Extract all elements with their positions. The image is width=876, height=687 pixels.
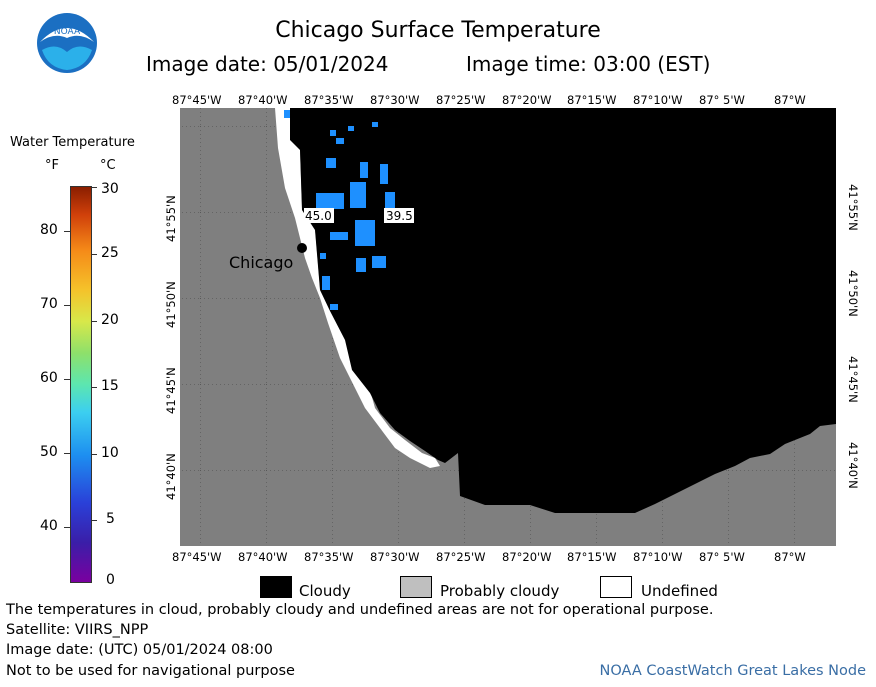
- lon-label-bottom: 87°30'W: [370, 550, 420, 564]
- utc-date-text: Image date: (UTC) 05/01/2024 08:00: [6, 642, 273, 658]
- f-tick: 60: [40, 370, 58, 386]
- temperature-map: [180, 108, 836, 546]
- lon-label-bottom: 87°25'W: [436, 550, 486, 564]
- lon-label-bottom: 87°15'W: [567, 550, 617, 564]
- cloudy-area: [290, 108, 836, 513]
- f-tick: 80: [40, 222, 58, 238]
- c-tickmark: [91, 454, 97, 455]
- lon-label-top: 87°10'W: [633, 93, 683, 107]
- temp-label: 45.0: [305, 209, 332, 223]
- satellite-text: Satellite: VIIRS_NPP: [6, 622, 149, 638]
- lon-label-bottom: 87°W: [774, 550, 806, 564]
- lon-label-top: 87°W: [774, 93, 806, 107]
- lon-label-bottom: 87°20'W: [502, 550, 552, 564]
- key-probably-cloudy-swatch: [400, 576, 432, 598]
- lon-label-bottom: 87° 5'W: [699, 550, 745, 564]
- page-title: Chicago Surface Temperature: [275, 18, 601, 43]
- f-tick: 40: [40, 518, 58, 534]
- lon-label-bottom: 87°45'W: [172, 550, 222, 564]
- noaa-logo-icon: NOAA: [36, 12, 98, 74]
- temp-box: [304, 208, 334, 223]
- f-tickmark: [64, 231, 70, 232]
- c-tick: 5: [106, 511, 115, 527]
- unit-fahrenheit: °F: [45, 158, 59, 173]
- c-tickmark: [91, 387, 97, 388]
- f-tickmark: [64, 305, 70, 306]
- c-tick: 30: [101, 181, 119, 197]
- logo-text: NOAA: [54, 27, 81, 37]
- temp-label: 39.5: [386, 209, 413, 223]
- c-tick: 0: [106, 572, 115, 588]
- key-cloudy-swatch: [260, 576, 292, 598]
- c-tick: 25: [101, 245, 119, 261]
- c-tickmark: [91, 254, 97, 255]
- lat-label-right: 41°50'N: [846, 270, 860, 317]
- navigation-warning: Not to be used for navigational purpose: [6, 663, 295, 679]
- image-time-label: Image time: 03:00 (EST): [466, 52, 711, 76]
- lon-label-top: 87°40'W: [238, 93, 288, 107]
- lat-label-left: 41°55'N: [164, 195, 178, 242]
- c-tickmark: [91, 520, 97, 521]
- undefined-area: [275, 108, 440, 468]
- water-temperature-pixels: [284, 110, 395, 310]
- lon-label-bottom: 87°35'W: [304, 550, 354, 564]
- city-marker: [297, 243, 307, 253]
- c-tick: 10: [101, 445, 119, 461]
- key-probably-cloudy-label: Probably cloudy: [440, 582, 560, 600]
- lon-label-bottom: 87°10'W: [633, 550, 683, 564]
- lat-label-left: 41°40'N: [164, 453, 178, 500]
- lon-label-top: 87°25'W: [436, 93, 486, 107]
- lon-label-top: 87°35'W: [304, 93, 354, 107]
- f-tickmark: [64, 379, 70, 380]
- key-cloudy-label: Cloudy: [299, 582, 351, 600]
- key-undefined-label: Undefined: [641, 582, 718, 600]
- f-tickmark: [64, 527, 70, 528]
- city-label: Chicago: [229, 253, 294, 272]
- lon-label-top: 87° 5'W: [699, 93, 745, 107]
- unit-celsius: °C: [100, 158, 116, 173]
- lat-label-right: 41°45'N: [846, 356, 860, 403]
- f-tickmark: [64, 453, 70, 454]
- key-undefined-swatch: [600, 576, 632, 598]
- lat-label-left: 41°45'N: [164, 367, 178, 414]
- c-tick: 15: [101, 378, 119, 394]
- disclaimer-text: The temperatures in cloud, probably clou…: [6, 602, 714, 618]
- temp-box: [384, 208, 414, 223]
- lat-label-right: 41°55'N: [846, 184, 860, 231]
- c-tick: 20: [101, 312, 119, 328]
- f-tick: 70: [40, 296, 58, 312]
- c-tickmark: [91, 321, 97, 322]
- c-tickmark: [91, 187, 97, 188]
- lon-label-top: 87°45'W: [172, 93, 222, 107]
- legend-title: Water Temperature: [10, 135, 135, 150]
- image-date-label: Image date: 05/01/2024: [146, 52, 389, 76]
- f-tick: 50: [40, 444, 58, 460]
- lon-label-top: 87°30'W: [370, 93, 420, 107]
- lon-label-top: 87°20'W: [502, 93, 552, 107]
- credit-text: NOAA CoastWatch Great Lakes Node: [599, 663, 866, 679]
- temperature-colorbar: [70, 186, 92, 583]
- lon-label-top: 87°15'W: [567, 93, 617, 107]
- lat-label-right: 41°40'N: [846, 442, 860, 489]
- lat-label-left: 41°50'N: [164, 281, 178, 328]
- lon-label-bottom: 87°40'W: [238, 550, 288, 564]
